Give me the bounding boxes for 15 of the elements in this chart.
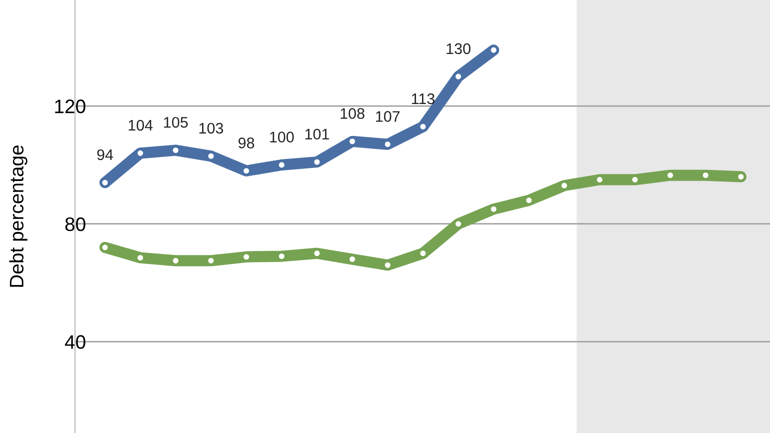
y-tick-label: 120 [55, 100, 86, 114]
y-tick-label: 40 [64, 335, 86, 349]
data-label: 104 [128, 120, 153, 131]
data-label: 100 [270, 132, 294, 142]
data-label: 101 [305, 128, 329, 140]
data-label: 94 [97, 149, 114, 160]
data-label: 113 [412, 93, 434, 104]
data-label: 108 [340, 108, 364, 119]
data-label: 105 [164, 116, 188, 128]
y-axis-title: Debt percentage [9, 145, 28, 287]
data-label: 107 [376, 111, 400, 122]
data-label: 130 [446, 43, 470, 54]
y-tick-label: 80 [65, 217, 86, 232]
data-label: 103 [199, 122, 224, 134]
data-label: 98 [238, 138, 254, 148]
